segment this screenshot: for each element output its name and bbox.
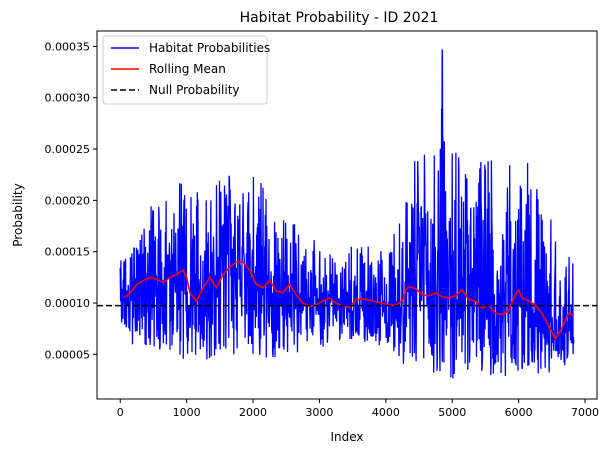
y-tick-label: 0.00020 <box>45 194 91 207</box>
plot-area <box>97 49 597 379</box>
chart-title: Habitat Probability - ID 2021 <box>240 10 439 26</box>
legend-label-1: Habitat Probabilities <box>149 41 270 55</box>
rolling-mean-line <box>123 261 575 341</box>
y-axis: 0.00005 0.00010 0.00015 0.00020 0.00025 0.000… <box>45 40 97 361</box>
x-tick-label: 1000 <box>173 406 201 419</box>
x-tick-label: 6000 <box>505 406 533 419</box>
y-tick-label: 0.00035 <box>45 40 91 53</box>
x-tick-label: 7000 <box>571 406 599 419</box>
x-axis-label: Index <box>330 430 363 444</box>
legend-label-2: Rolling Mean <box>149 62 226 76</box>
legend: Habitat Probabilities Rolling Mean Null Pr… <box>102 35 270 105</box>
x-tick-label: 3000 <box>305 406 333 419</box>
habitat-probabilities-spike <box>440 49 444 324</box>
y-tick-label: 0.00015 <box>45 246 91 259</box>
x-tick-label: 4000 <box>372 406 400 419</box>
legend-label-3: Null Probability <box>149 83 240 97</box>
y-tick-label: 0.00005 <box>45 348 91 361</box>
y-axis-label: Probability <box>11 183 25 246</box>
y-tick-label: 0.00025 <box>45 143 91 156</box>
x-tick-label: 5000 <box>438 406 466 419</box>
x-tick-label: 2000 <box>239 406 267 419</box>
y-tick-label: 0.00030 <box>45 92 91 105</box>
axes-frame <box>96 30 598 400</box>
x-tick-label: 0 <box>117 406 124 419</box>
legend-box <box>102 35 268 105</box>
y-tick-label: 0.00010 <box>45 297 91 310</box>
x-axis: 0 1000 2000 3000 4000 5000 6000 7000 <box>117 399 599 419</box>
plot-series <box>97 49 597 379</box>
